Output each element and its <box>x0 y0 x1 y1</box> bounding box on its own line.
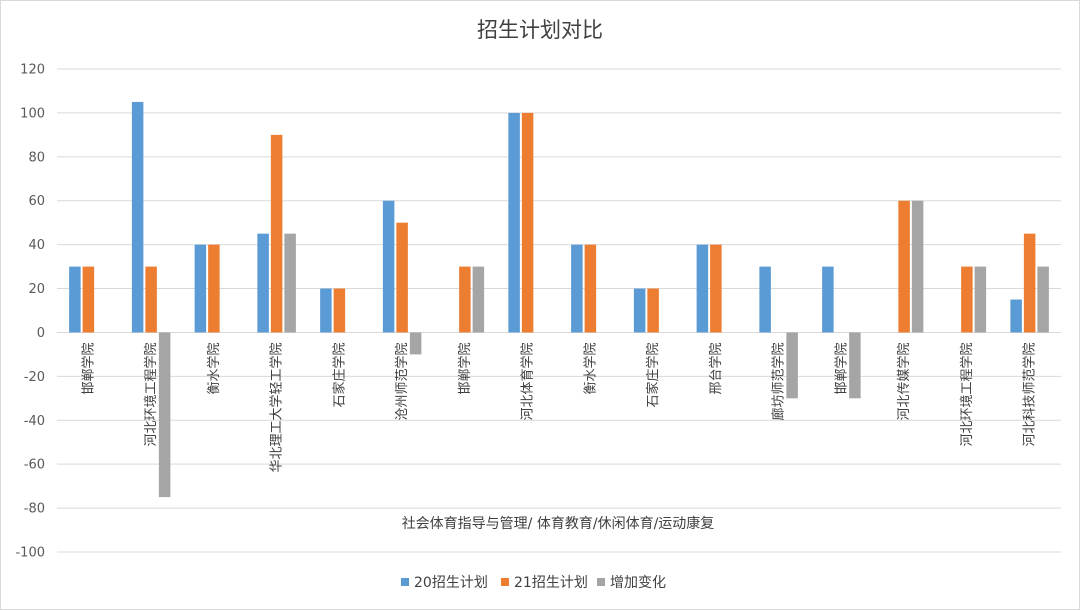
bars <box>69 101 1049 498</box>
chart-title: 招生计划对比 <box>477 18 603 42</box>
bar-change <box>284 233 296 333</box>
bar-plan21 <box>208 244 220 333</box>
category-label: 河北传媒学院 <box>896 342 912 420</box>
bar-plan21 <box>710 244 722 333</box>
bar-plan21 <box>898 200 910 333</box>
bar-plan21 <box>396 222 408 333</box>
legend-label: 21招生计划 <box>514 575 588 591</box>
category-label: 石家庄学院 <box>331 342 347 407</box>
y-tick-label: 100 <box>20 106 45 121</box>
y-tick-label: 40 <box>28 238 45 253</box>
category-label: 华北理工大学轻工学院 <box>269 342 285 472</box>
category-label: 邯郸学院 <box>80 342 96 394</box>
bar-plan20 <box>696 244 709 333</box>
bar-plan21 <box>961 266 973 333</box>
bar-change <box>849 332 861 399</box>
y-tick-label: -20 <box>24 370 45 385</box>
bar-plan21 <box>521 112 534 333</box>
category-label: 沧州师范学院 <box>394 342 410 420</box>
category-label: 廊坊师范学院 <box>771 342 787 420</box>
bar-plan21 <box>270 134 283 333</box>
category-label: 衡水学院 <box>582 342 598 394</box>
legend-swatch <box>597 578 605 586</box>
y-tick-label: 0 <box>37 326 45 341</box>
bar-plan21 <box>333 288 346 333</box>
y-tick-label: 20 <box>28 282 45 297</box>
bar-plan20 <box>257 233 269 333</box>
bar-plan20 <box>633 288 646 333</box>
bar-change <box>786 332 798 399</box>
bar-change <box>974 266 987 333</box>
category-label: 河北环境工程学院 <box>143 342 159 446</box>
bar-plan21 <box>82 266 95 333</box>
legend-swatch <box>501 578 509 586</box>
bar-change <box>409 332 422 355</box>
y-tick-label: -100 <box>15 546 45 561</box>
y-tick-label: -40 <box>24 414 45 429</box>
y-tick-label: 80 <box>28 150 45 165</box>
category-label: 石家庄学院 <box>645 342 661 407</box>
bar-plan20 <box>382 200 395 333</box>
y-tick-label: 120 <box>20 63 45 78</box>
bar-plan20 <box>131 101 144 333</box>
y-axis-ticks: -100 -80 -60 -40 -20 0 20 40 60 80 100 120 <box>15 63 45 561</box>
category-labels: 邯郸学院 河北环境工程学院 衡水学院 华北理工大学轻工学院 石家庄学院 沧州师范学院 邯郸学… <box>80 342 1037 472</box>
bar-plan20 <box>508 112 520 333</box>
bar-plan20 <box>1010 299 1022 333</box>
category-label: 衡水学院 <box>206 342 222 394</box>
category-label: 河北体育学院 <box>520 342 536 420</box>
legend: 20招生计划 21招生计划 增加变化 <box>401 575 666 591</box>
bar-plan21 <box>1023 233 1036 333</box>
bar-plan21 <box>584 244 597 333</box>
category-label: 邢台学院 <box>708 342 724 394</box>
y-tick-label: -80 <box>24 502 45 517</box>
category-label: 邯郸学院 <box>833 342 849 394</box>
category-label: 河北科技师范学院 <box>1022 342 1038 446</box>
legend-swatch <box>401 578 409 586</box>
bar-plan21 <box>145 266 157 333</box>
y-tick-label: 60 <box>28 194 45 209</box>
legend-label: 20招生计划 <box>414 575 488 591</box>
category-label: 邯郸学院 <box>457 342 473 394</box>
bar-change <box>472 266 485 333</box>
bar-plan20 <box>759 266 771 333</box>
legend-label: 增加变化 <box>610 575 666 591</box>
bar-plan20 <box>320 288 332 333</box>
bar-plan21 <box>459 266 471 333</box>
bar-plan20 <box>822 266 834 333</box>
bar-change <box>158 332 171 498</box>
gridlines <box>57 68 1061 553</box>
bar-plan21 <box>647 288 659 333</box>
y-tick-label: -60 <box>24 458 45 473</box>
bar-plan20 <box>194 244 207 333</box>
bar-change <box>911 200 924 333</box>
bar-change <box>1037 266 1049 333</box>
bar-plan20 <box>69 266 81 333</box>
category-label: 河北环境工程学院 <box>959 342 975 446</box>
group-label: 社会体育指导与管理/ 体育教育/休闲体育/运动康复 <box>402 515 715 532</box>
bar-plan20 <box>571 244 583 333</box>
